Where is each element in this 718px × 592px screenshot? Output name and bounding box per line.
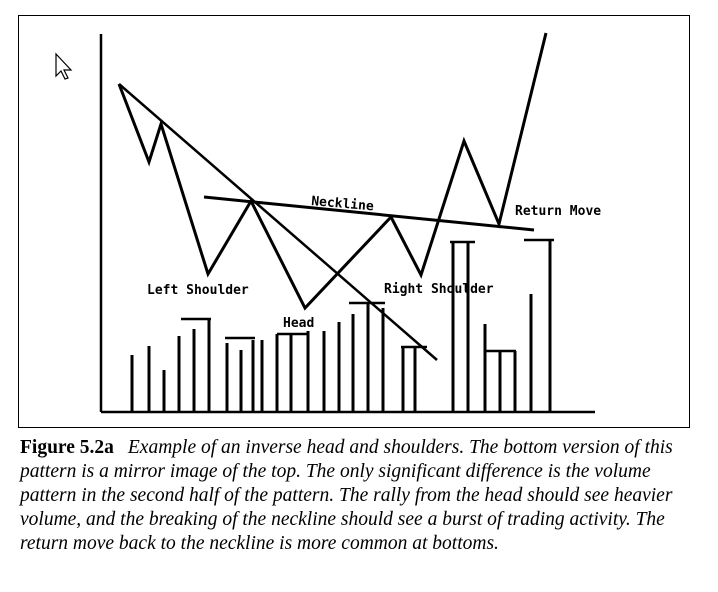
neckline bbox=[203, 195, 535, 232]
figure-caption: Figure 5.2a Example of an inverse head an… bbox=[20, 436, 700, 556]
volume-bars bbox=[130, 240, 552, 412]
caption-text: Example of an inverse head and shoulders… bbox=[20, 437, 673, 554]
inverse-head-shoulders-diagram: Neckline Left Shoulder Head Right Should… bbox=[55, 32, 601, 414]
downtrend-line bbox=[118, 83, 438, 361]
left-shoulder-label: Left Shoulder bbox=[147, 283, 249, 298]
diagram-frame: Neckline Left Shoulder Head Right Should… bbox=[18, 15, 690, 428]
head-label: Head bbox=[283, 316, 314, 331]
figure-number: Figure 5.2a bbox=[20, 437, 114, 458]
mouse-pointer-icon bbox=[55, 52, 73, 80]
neckline-label: Neckline bbox=[311, 194, 375, 214]
return-move-label: Return Move bbox=[515, 204, 601, 219]
volume-caps bbox=[181, 238, 554, 353]
price-line bbox=[117, 32, 548, 311]
right-shoulder-label: Right Shoulder bbox=[384, 282, 494, 297]
